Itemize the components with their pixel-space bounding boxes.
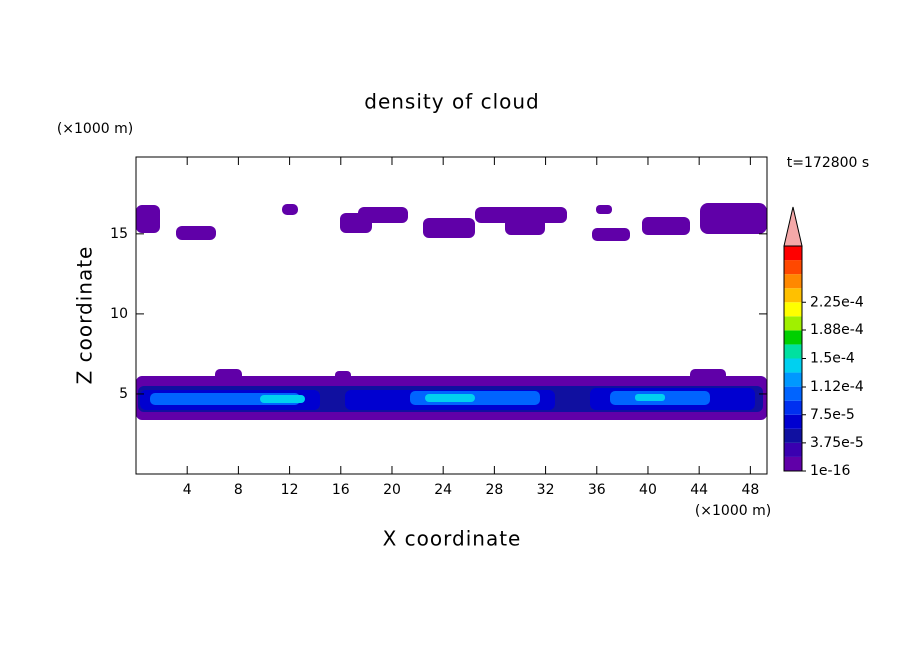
colorbar-swatch: [784, 330, 802, 345]
colorbar-swatch: [784, 372, 802, 387]
colorbar-label: 3.75e-5: [810, 435, 864, 451]
x-axis-title: X coordinate: [383, 527, 522, 551]
colorbar-label: 1.12e-4: [810, 379, 864, 395]
x-tick-label: 24: [434, 482, 452, 498]
colorbar-label: 1e-16: [810, 463, 850, 479]
x-tick-label: 8: [234, 482, 243, 498]
plot-frame: [135, 156, 768, 475]
colorbar-swatch: [784, 386, 802, 401]
y-tick-label: 10: [110, 306, 128, 322]
x-tick-label: 4: [183, 482, 192, 498]
x-tick-label: 20: [383, 482, 401, 498]
y-tick-label: 5: [119, 386, 128, 402]
colorbar-swatch: [784, 274, 802, 289]
colorbar-label: 2.25e-4: [810, 294, 864, 310]
chart-title: density of cloud: [364, 90, 539, 114]
x-tick-label: 48: [741, 482, 759, 498]
x-tick-label: 12: [281, 482, 299, 498]
colorbar-swatch: [784, 400, 802, 415]
x-tick-label: 36: [588, 482, 606, 498]
colorbar-label: 1.88e-4: [810, 322, 864, 338]
colorbar-swatch: [784, 414, 802, 429]
y-axis-title: Z coordinate: [73, 246, 97, 385]
x-unit: (×1000 m): [695, 503, 771, 519]
colorbar-swatch: [784, 442, 802, 457]
colorbar-swatch: [784, 428, 802, 443]
x-tick-label: 44: [690, 482, 708, 498]
x-tick-label: 40: [639, 482, 657, 498]
colorbar-swatch: [784, 456, 802, 471]
y-unit: (×1000 m): [57, 121, 133, 137]
y-tick-label: 15: [110, 226, 128, 242]
colorbar-swatch: [784, 316, 802, 331]
colorbar-swatch: [784, 302, 802, 317]
x-tick-label: 32: [537, 482, 555, 498]
time-label: t=172800 s: [787, 155, 869, 171]
colorbar-swatch: [784, 344, 802, 359]
x-tick-label: 16: [332, 482, 350, 498]
colorbar-swatch: [784, 260, 802, 275]
colorbar-swatch: [784, 358, 802, 373]
cloud-field: [136, 203, 767, 420]
colorbar-label: 7.5e-5: [810, 407, 855, 423]
x-tick-label: 28: [485, 482, 503, 498]
colorbar-over: [783, 206, 803, 247]
colorbar-swatch: [784, 246, 802, 261]
colorbar-label: 1.5e-4: [810, 351, 855, 367]
colorbar-swatch: [784, 288, 802, 303]
